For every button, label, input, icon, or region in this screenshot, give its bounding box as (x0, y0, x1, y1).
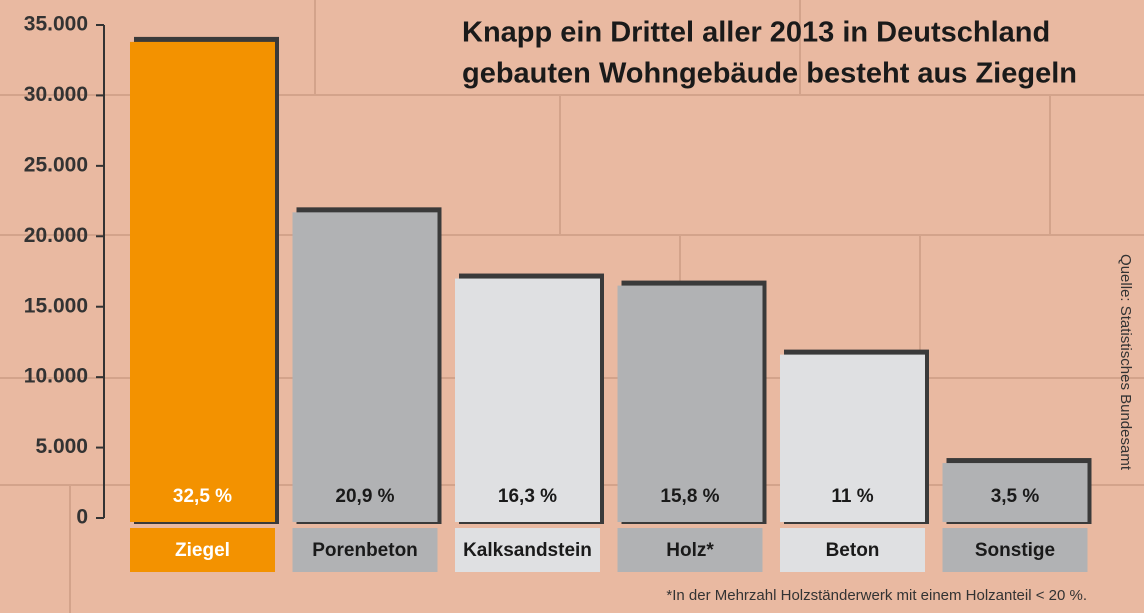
source: Quelle: Statistisches Bundesamt (1117, 254, 1134, 471)
y-tick-label: 35.000 (24, 13, 88, 36)
chart-title: Knapp ein Drittel aller 2013 in Deutschl… (462, 17, 1050, 49)
bar (292, 212, 438, 518)
x-tick-label: Holz* (666, 540, 714, 561)
data-label: 15,8 % (660, 486, 719, 507)
footnote: *In der Mehrzahl Holzständerwerk mit ein… (666, 587, 1087, 604)
x-tick-label: Kalksandstein (463, 540, 592, 561)
data-label: 3,5 % (991, 486, 1040, 507)
category-box (780, 528, 925, 572)
bar (942, 463, 1088, 518)
y-tick-label: 25.000 (24, 153, 88, 176)
bar (130, 41, 275, 518)
bar-base (780, 518, 925, 522)
y-tick-label: 5.000 (35, 435, 88, 458)
x-tick-label: Sonstige (975, 540, 1055, 561)
y-tick-label: 20.000 (24, 224, 88, 247)
data-label: 32,5 % (173, 486, 232, 507)
bar-base (617, 518, 763, 522)
y-tick-label: 30.000 (24, 83, 88, 106)
data-label: 16,3 % (498, 486, 557, 507)
chart-title: gebauten Wohngebäude besteht aus Ziegeln (462, 58, 1077, 90)
y-tick-label: 10.000 (24, 365, 88, 388)
y-tick-label: 15.000 (24, 294, 88, 317)
category-box (942, 528, 1088, 572)
category-box (130, 528, 275, 572)
bar (455, 278, 600, 518)
bar-base (455, 518, 600, 522)
category-box (455, 528, 600, 572)
x-tick-label: Beton (826, 540, 880, 561)
y-tick-label: 0 (76, 506, 88, 529)
bar (617, 285, 763, 518)
data-label: 20,9 % (335, 486, 394, 507)
x-tick-label: Ziegel (175, 540, 230, 561)
bar (780, 354, 925, 518)
bar-base (942, 518, 1088, 522)
x-tick-label: Porenbeton (312, 540, 418, 561)
bar-base (130, 518, 275, 522)
category-box (292, 528, 438, 572)
data-label: 11 % (831, 486, 873, 507)
bar-base (292, 518, 438, 522)
category-box (617, 528, 763, 572)
